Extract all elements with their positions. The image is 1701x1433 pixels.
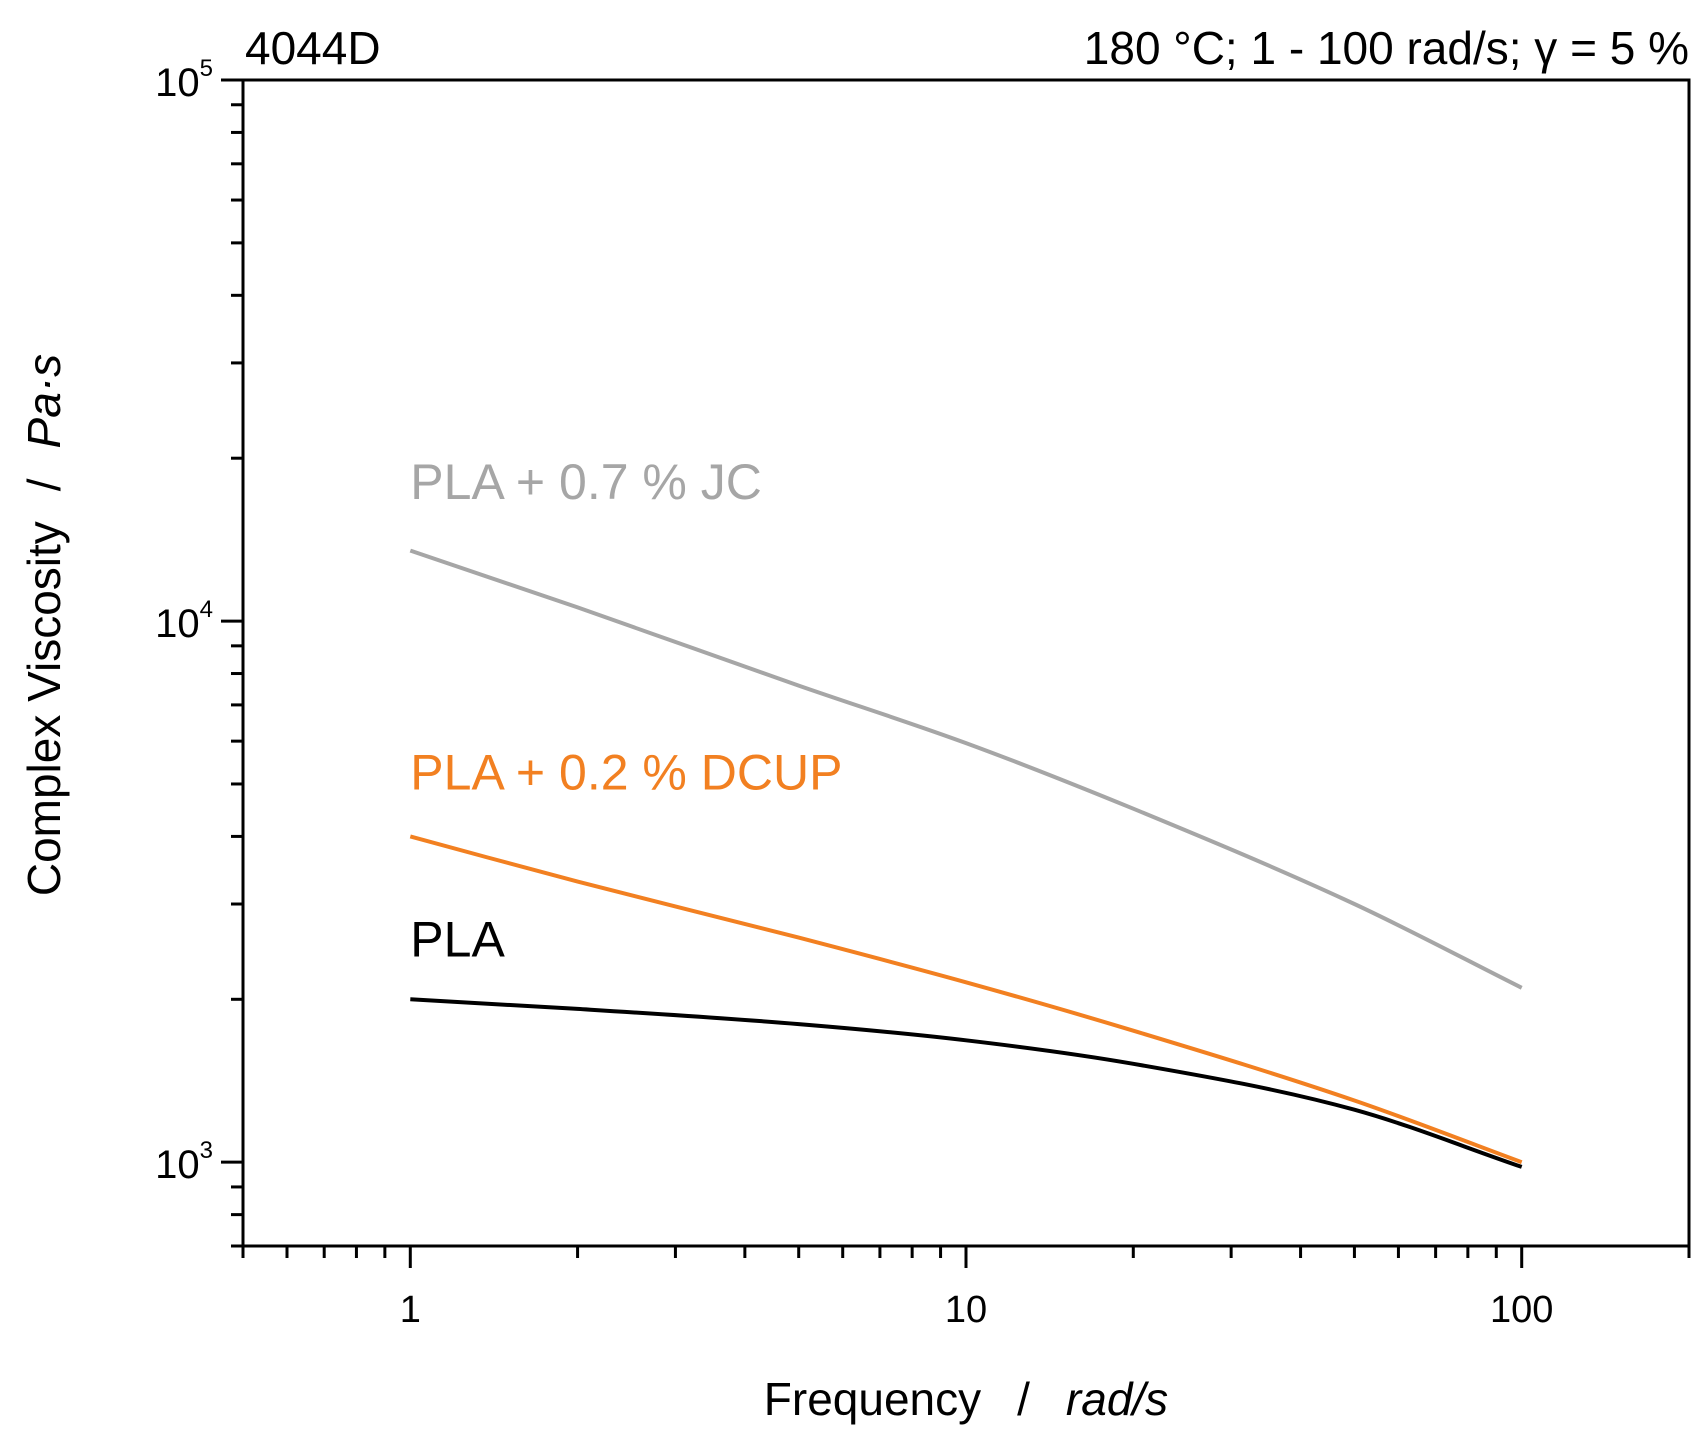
y-tick-label: 105 xyxy=(155,55,213,105)
series-label-2: PLA xyxy=(410,911,505,967)
chart-title-right: 180 °C; 1 - 100 rad/s; γ = 5 % xyxy=(1084,22,1689,74)
series-line-0 xyxy=(409,548,1523,990)
y-axis-label: Complex Viscosity / Pa·s xyxy=(18,354,70,896)
x-axis-label: Frequency / rad/s xyxy=(764,1373,1168,1425)
x-axis-label-main: Frequency xyxy=(764,1373,981,1425)
series-layer: PLA + 0.7 % JC PLA + 0.2 % DCUP PLA xyxy=(409,454,1523,1169)
series-line-1 xyxy=(409,834,1523,1165)
chart-title-left: 4044D xyxy=(245,22,381,74)
x-tick-label: 100 xyxy=(1490,1289,1553,1331)
x-axis-label-unit: rad/s xyxy=(1066,1373,1168,1425)
series-label-0: PLA + 0.7 % JC xyxy=(410,454,762,510)
y-axis-label-sep: / xyxy=(18,478,70,491)
axis-ticks xyxy=(221,78,1691,1268)
series-line-2 xyxy=(410,997,1523,1169)
plot-frame xyxy=(241,78,1691,1248)
y-tick-label: 104 xyxy=(155,596,213,646)
y-axis-label-main: Complex Viscosity xyxy=(18,521,70,896)
axis-labels: 1 10 100 103 104 105 xyxy=(155,55,1553,1331)
y-axis-label-unit: Pa·s xyxy=(18,354,70,449)
x-tick-label: 10 xyxy=(945,1289,987,1331)
x-axis-label-sep: / xyxy=(1017,1373,1030,1425)
series-label-1: PLA + 0.2 % DCUP xyxy=(410,745,842,801)
y-tick-label: 103 xyxy=(155,1137,213,1187)
x-tick-label: 1 xyxy=(400,1289,421,1331)
